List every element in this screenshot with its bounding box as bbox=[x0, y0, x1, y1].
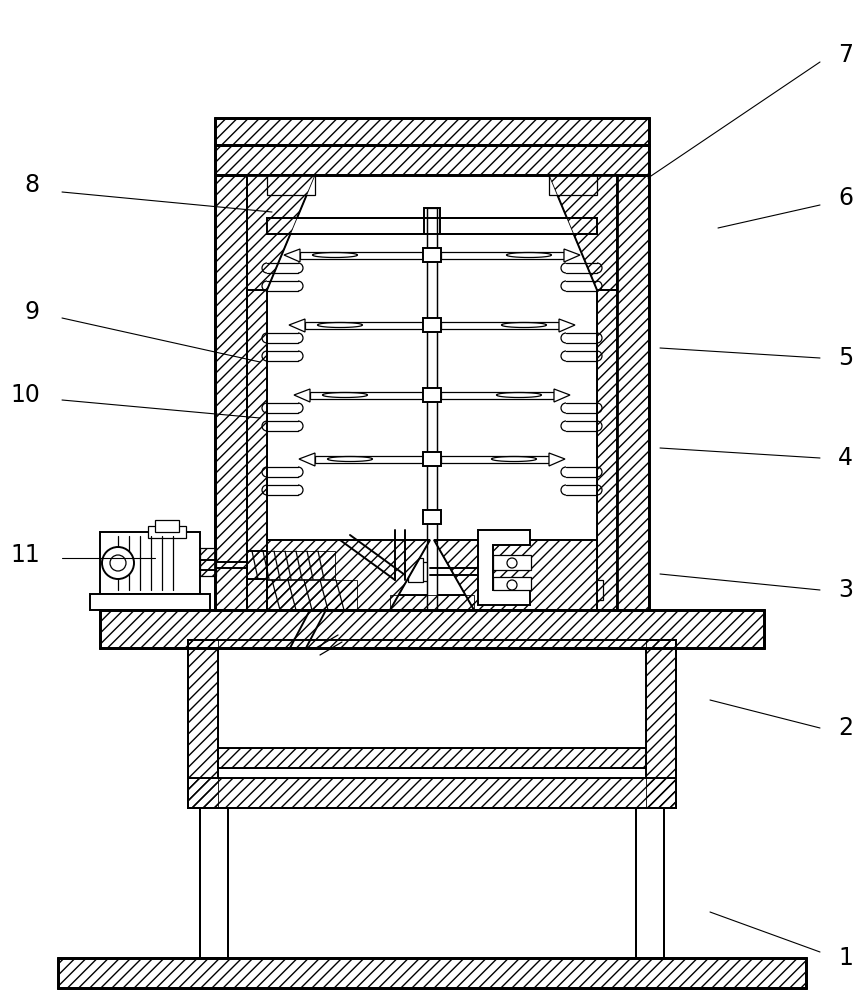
Bar bbox=[441, 252, 564, 259]
Bar bbox=[420, 562, 435, 581]
Bar bbox=[646, 640, 676, 808]
Text: 3: 3 bbox=[838, 578, 853, 602]
Bar bbox=[188, 778, 676, 808]
Bar bbox=[247, 551, 335, 579]
Bar bbox=[390, 595, 474, 610]
Polygon shape bbox=[564, 249, 580, 262]
Polygon shape bbox=[289, 319, 305, 332]
Bar bbox=[90, 594, 210, 610]
Polygon shape bbox=[284, 249, 300, 262]
Bar bbox=[300, 252, 423, 259]
Polygon shape bbox=[549, 175, 617, 290]
Circle shape bbox=[110, 555, 126, 571]
Bar bbox=[100, 610, 764, 648]
Bar bbox=[617, 175, 649, 610]
Polygon shape bbox=[549, 175, 597, 195]
Text: 2: 2 bbox=[838, 716, 853, 740]
Bar bbox=[188, 778, 676, 808]
Bar bbox=[427, 208, 437, 610]
Bar bbox=[218, 748, 646, 768]
Bar bbox=[267, 218, 597, 234]
Bar bbox=[441, 392, 554, 399]
Bar bbox=[267, 234, 597, 610]
Bar bbox=[423, 388, 441, 402]
Text: 5: 5 bbox=[838, 346, 854, 370]
Bar bbox=[247, 290, 267, 610]
Bar bbox=[155, 520, 179, 532]
Polygon shape bbox=[267, 540, 430, 610]
Bar bbox=[215, 175, 247, 610]
Bar bbox=[200, 548, 216, 576]
Bar bbox=[315, 456, 423, 463]
Bar bbox=[100, 610, 764, 648]
Text: 4: 4 bbox=[838, 446, 853, 470]
Polygon shape bbox=[267, 175, 315, 195]
Text: 7: 7 bbox=[838, 43, 853, 67]
Polygon shape bbox=[559, 319, 575, 332]
Bar bbox=[408, 558, 423, 582]
Bar bbox=[148, 526, 186, 538]
Bar bbox=[646, 640, 676, 808]
Bar bbox=[215, 145, 649, 175]
Bar bbox=[423, 248, 441, 262]
Text: 9: 9 bbox=[25, 300, 40, 324]
Bar bbox=[441, 322, 559, 329]
Bar bbox=[58, 958, 806, 988]
Bar bbox=[617, 175, 649, 610]
Polygon shape bbox=[294, 389, 310, 402]
Bar bbox=[636, 808, 664, 958]
Polygon shape bbox=[554, 389, 570, 402]
Bar bbox=[188, 640, 218, 808]
Bar bbox=[218, 640, 646, 748]
Bar bbox=[423, 318, 441, 332]
Bar bbox=[267, 580, 357, 610]
Bar bbox=[100, 532, 200, 594]
Bar bbox=[58, 958, 806, 988]
Polygon shape bbox=[247, 175, 315, 290]
Polygon shape bbox=[478, 530, 530, 605]
Bar bbox=[218, 748, 646, 768]
Bar bbox=[441, 456, 549, 463]
Bar bbox=[493, 555, 531, 570]
Bar bbox=[200, 548, 216, 576]
Bar bbox=[493, 577, 531, 590]
Bar bbox=[247, 290, 267, 610]
Text: 11: 11 bbox=[10, 543, 40, 567]
Polygon shape bbox=[549, 453, 565, 466]
Bar bbox=[310, 392, 423, 399]
Bar bbox=[390, 595, 474, 610]
Polygon shape bbox=[299, 453, 315, 466]
Bar bbox=[247, 551, 335, 579]
Text: 1: 1 bbox=[838, 946, 853, 970]
Bar bbox=[200, 808, 228, 958]
Bar bbox=[543, 580, 603, 600]
Circle shape bbox=[507, 558, 517, 568]
Bar bbox=[267, 580, 357, 610]
Polygon shape bbox=[434, 540, 597, 610]
Text: 10: 10 bbox=[10, 383, 40, 407]
Circle shape bbox=[507, 580, 517, 590]
Bar bbox=[215, 118, 649, 145]
Text: 8: 8 bbox=[25, 173, 40, 197]
Bar bbox=[597, 290, 617, 610]
Circle shape bbox=[102, 547, 134, 579]
Bar bbox=[558, 570, 588, 580]
Text: 6: 6 bbox=[838, 186, 853, 210]
Bar bbox=[215, 175, 247, 610]
Bar bbox=[424, 208, 440, 234]
Bar bbox=[215, 145, 649, 175]
Bar bbox=[305, 322, 423, 329]
Bar bbox=[188, 640, 218, 808]
Bar bbox=[597, 290, 617, 610]
Bar bbox=[423, 510, 441, 524]
Bar bbox=[423, 452, 441, 466]
Bar bbox=[215, 118, 649, 145]
